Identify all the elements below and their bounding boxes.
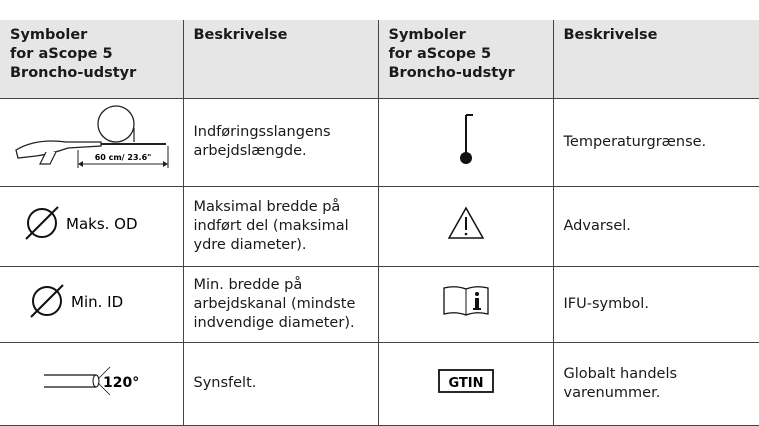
description: Advarsel. — [553, 186, 759, 267]
symbol-cell: Min. ID — [0, 266, 184, 343]
scope-icon: 60 cm/ 23.6" — [15, 105, 169, 168]
symbol-label: Min. ID — [71, 293, 123, 311]
ifu-icon — [442, 286, 489, 316]
symbol-cell: Maks. OD — [0, 186, 184, 267]
symbol-label: Maks. OD — [66, 215, 138, 233]
symbol-label: GTIN — [448, 376, 483, 391]
header-cell: Beskrivelse — [553, 20, 759, 99]
gtin-icon: GTIN — [437, 368, 494, 393]
header-cell: Beskrivelse — [183, 20, 379, 99]
header-cell: Symboler for aScope 5 Broncho-udstyr — [0, 20, 184, 99]
symbol-cell — [378, 98, 554, 187]
description: Synsfelt. — [183, 342, 379, 426]
thermometer-icon — [459, 114, 473, 164]
symbol-cell: GTIN — [378, 342, 554, 426]
symbol-cell — [378, 266, 554, 343]
row: 120° Synsfelt. GTIN Globalt handels vare… — [0, 342, 759, 426]
symbol-label: 60 cm/ 23.6" — [95, 153, 152, 162]
symbol-cell — [378, 186, 554, 267]
row: 60 cm/ 23.6" Indføringsslangens arbejdsl… — [0, 98, 759, 187]
header-row: Symboler for aScope 5 Broncho-udstyr Bes… — [0, 20, 759, 99]
description: Globalt handels varenummer. — [553, 342, 759, 426]
row: Maks. OD Maksimal bredde på indført del … — [0, 186, 759, 267]
description: Maksimal bredde på indført del (maksimal… — [183, 186, 379, 267]
description: Min. bredde på arbejdskanal (mindste ind… — [183, 266, 379, 343]
od-icon: Maks. OD — [25, 206, 138, 240]
symbol-cell: 60 cm/ 23.6" — [0, 98, 184, 187]
description: Temperaturgrænse. — [553, 98, 759, 187]
symbol-cell: 120° — [0, 342, 184, 426]
symbol-label: 120° — [103, 375, 139, 391]
symbol-table: Symboler for aScope 5 Broncho-udstyr Bes… — [0, 20, 759, 426]
row: Min. ID Min. bredde på arbejdskanal (min… — [0, 266, 759, 343]
description: IFU-symbol. — [553, 266, 759, 343]
fov-icon: 120° — [44, 366, 139, 395]
description: Indføringsslangens arbejdslængde. — [183, 98, 379, 187]
warning-icon — [447, 206, 484, 239]
header-cell: Symboler for aScope 5 Broncho-udstyr — [378, 20, 554, 99]
id-icon: Min. ID — [30, 284, 123, 318]
